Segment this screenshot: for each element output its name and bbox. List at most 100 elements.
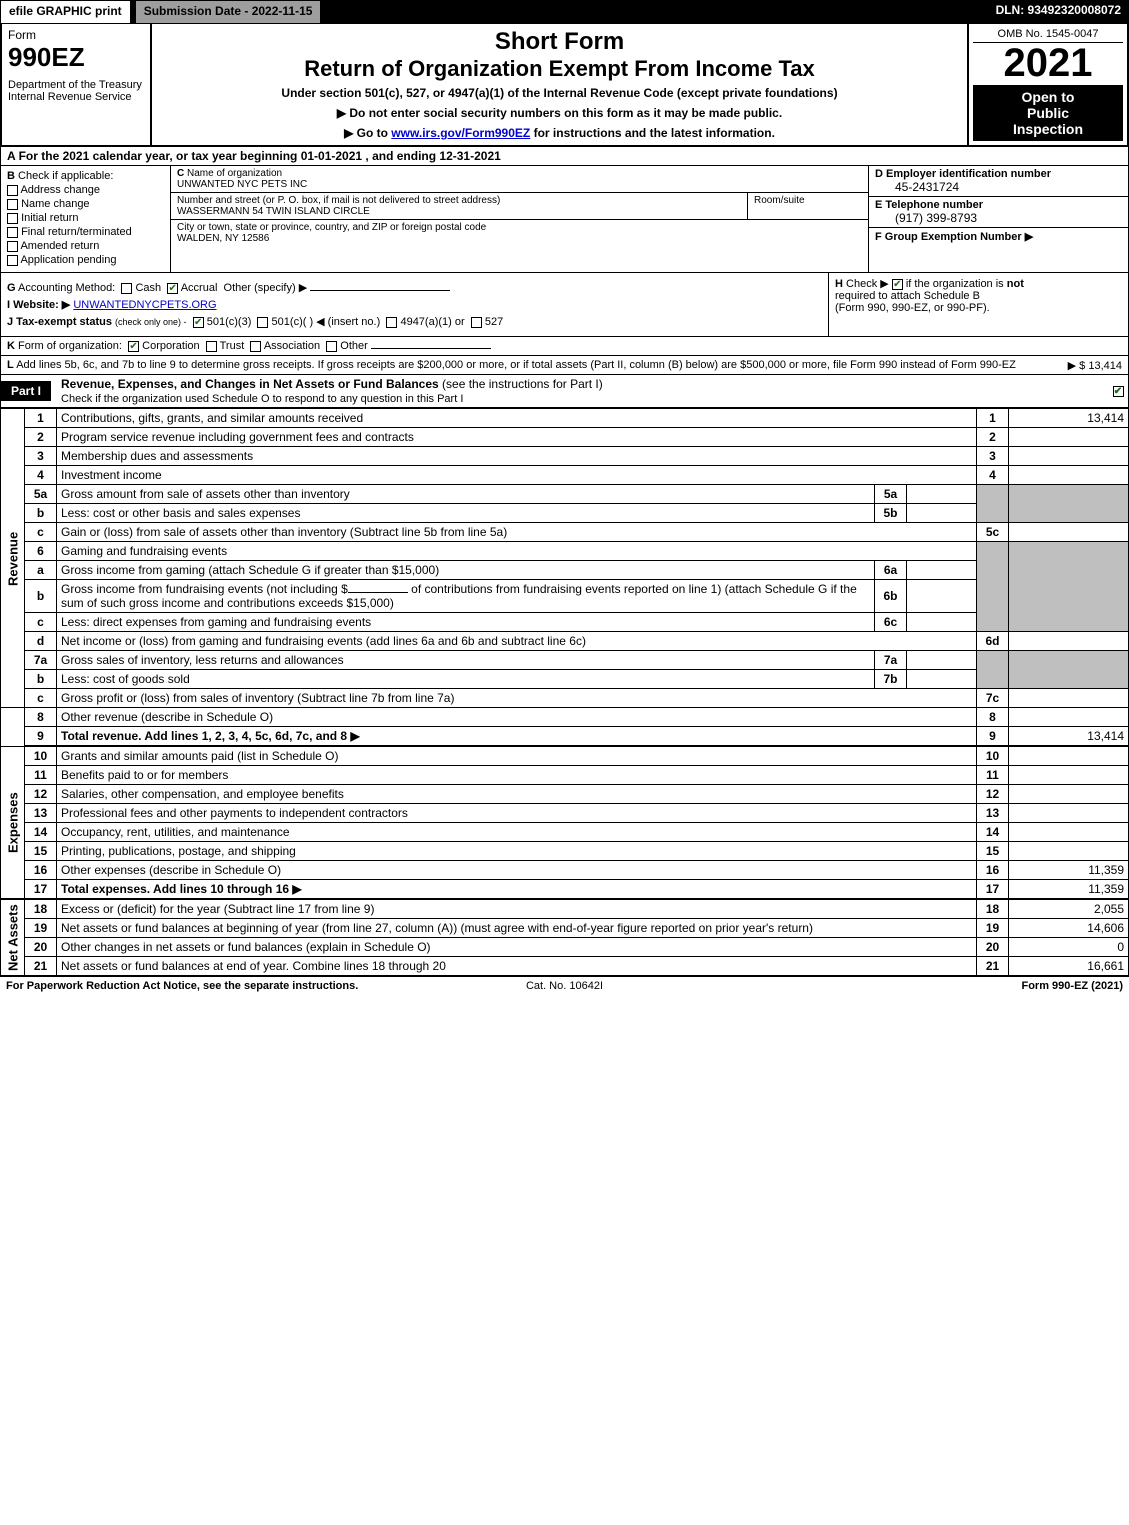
amended-return-checkbox[interactable] bbox=[7, 241, 18, 252]
corporation-checkbox[interactable] bbox=[128, 341, 139, 352]
footer-right-post: (2021) bbox=[1088, 980, 1123, 992]
accrual-label: Accrual bbox=[181, 282, 218, 294]
trust-checkbox[interactable] bbox=[206, 341, 217, 352]
501c3-checkbox[interactable] bbox=[193, 317, 204, 328]
line-21: 21 Net assets or fund balances at end of… bbox=[1, 957, 1129, 976]
l9-num: 9 bbox=[25, 727, 57, 746]
line-9: 9 Total revenue. Add lines 1, 2, 3, 4, 5… bbox=[1, 727, 1129, 746]
part1-schedo-checkbox[interactable] bbox=[1113, 386, 1124, 397]
l5c-num: c bbox=[25, 523, 57, 542]
l14-col: 14 bbox=[977, 823, 1009, 842]
row-a: A For the 2021 calendar year, or tax yea… bbox=[0, 147, 1129, 166]
l5ab-shaded-val bbox=[1009, 485, 1129, 523]
amended-return-label: Amended return bbox=[20, 240, 99, 252]
l8-num: 8 bbox=[25, 708, 57, 727]
l10-val bbox=[1009, 747, 1129, 766]
l1-num: 1 bbox=[25, 409, 57, 428]
l6a-sub: 6a bbox=[875, 561, 907, 580]
l7c-val bbox=[1009, 689, 1129, 708]
l21-num: 21 bbox=[25, 957, 57, 976]
l7ab-shaded bbox=[977, 651, 1009, 689]
line-5c: c Gain or (loss) from sale of assets oth… bbox=[1, 523, 1129, 542]
ein-value: 45-2431724 bbox=[875, 180, 1122, 194]
l17-desc: Total expenses. Add lines 10 through 16 bbox=[61, 882, 289, 896]
l7c-desc: Gross profit or (loss) from sales of inv… bbox=[61, 691, 454, 705]
l13-desc: Professional fees and other payments to … bbox=[61, 806, 408, 820]
l6-desc: Gaming and fundraising events bbox=[61, 544, 227, 558]
l-amount: ▶ $ 13,414 bbox=[1068, 359, 1122, 372]
efile-print-button[interactable]: efile GRAPHIC print bbox=[0, 0, 131, 24]
l13-col: 13 bbox=[977, 804, 1009, 823]
l19-val: 14,606 bbox=[1009, 919, 1129, 938]
l6b-amount-input[interactable] bbox=[348, 592, 408, 593]
l10-num: 10 bbox=[25, 747, 57, 766]
l12-desc: Salaries, other compensation, and employ… bbox=[61, 787, 344, 801]
form-header: Form 990EZ Department of the Treasury In… bbox=[0, 24, 1129, 147]
501c3-label: 501(c)(3) bbox=[207, 316, 252, 328]
l14-num: 14 bbox=[25, 823, 57, 842]
section-b-checkboxes: B Check if applicable: Address change Na… bbox=[1, 166, 171, 272]
l7a-desc: Gross sales of inventory, less returns a… bbox=[61, 653, 344, 667]
l3-col: 3 bbox=[977, 447, 1009, 466]
l14-val bbox=[1009, 823, 1129, 842]
l4-col: 4 bbox=[977, 466, 1009, 485]
l11-num: 11 bbox=[25, 766, 57, 785]
l4-desc: Investment income bbox=[61, 468, 162, 482]
l12-num: 12 bbox=[25, 785, 57, 804]
submission-date-button[interactable]: Submission Date - 2022-11-15 bbox=[135, 0, 322, 24]
h-checkbox[interactable] bbox=[892, 279, 903, 290]
final-return-checkbox[interactable] bbox=[7, 227, 18, 238]
l7ab-shaded-val bbox=[1009, 651, 1129, 689]
initial-return-checkbox[interactable] bbox=[7, 213, 18, 224]
line-2: 2 Program service revenue including gove… bbox=[1, 428, 1129, 447]
other-org-label: Other bbox=[340, 340, 368, 352]
line-17: 17 Total expenses. Add lines 10 through … bbox=[1, 880, 1129, 899]
l5b-sub: 5b bbox=[875, 504, 907, 523]
l17-val: 11,359 bbox=[1009, 880, 1129, 899]
l5c-desc: Gain or (loss) from sale of assets other… bbox=[61, 525, 507, 539]
website-link[interactable]: UNWANTEDNYCPETS.ORG bbox=[73, 299, 216, 311]
other-org-checkbox[interactable] bbox=[326, 341, 337, 352]
l18-num: 18 bbox=[25, 900, 57, 919]
501c-checkbox[interactable] bbox=[257, 317, 268, 328]
l3-val bbox=[1009, 447, 1129, 466]
line-19: 19 Net assets or fund balances at beginn… bbox=[1, 919, 1129, 938]
l11-val bbox=[1009, 766, 1129, 785]
4947-checkbox[interactable] bbox=[386, 317, 397, 328]
form-number: 990EZ bbox=[8, 42, 144, 73]
527-checkbox[interactable] bbox=[471, 317, 482, 328]
irs-link[interactable]: www.irs.gov/Form990EZ bbox=[391, 126, 530, 140]
l5b-subval bbox=[907, 504, 977, 523]
other-specify-input[interactable] bbox=[310, 290, 450, 291]
inspection-line3: Inspection bbox=[977, 121, 1119, 137]
app-pending-checkbox[interactable] bbox=[7, 255, 18, 266]
l16-num: 16 bbox=[25, 861, 57, 880]
cash-checkbox[interactable] bbox=[121, 283, 132, 294]
city-value: WALDEN, NY 12586 bbox=[177, 233, 269, 244]
top-bar: efile GRAPHIC print Submission Date - 20… bbox=[0, 0, 1129, 24]
e-tel-label: E Telephone number bbox=[875, 199, 983, 211]
line-12: 12 Salaries, other compensation, and emp… bbox=[1, 785, 1129, 804]
section-bcdef: B Check if applicable: Address change Na… bbox=[0, 166, 1129, 273]
line-20: 20 Other changes in net assets or fund b… bbox=[1, 938, 1129, 957]
top-bar-spacer bbox=[321, 0, 987, 24]
address-change-checkbox[interactable] bbox=[7, 185, 18, 196]
l5a-desc: Gross amount from sale of assets other t… bbox=[61, 487, 350, 501]
other-org-input[interactable] bbox=[371, 348, 491, 349]
dln-label: DLN: 93492320008072 bbox=[988, 0, 1129, 24]
line-5a: 5a Gross amount from sale of assets othe… bbox=[1, 485, 1129, 504]
inspection-line2: Public bbox=[977, 105, 1119, 121]
l21-desc: Net assets or fund balances at end of ye… bbox=[61, 959, 446, 973]
under-section-text: Under section 501(c), 527, or 4947(a)(1)… bbox=[158, 86, 961, 100]
h-not: not bbox=[1007, 278, 1024, 290]
f-group-label: F Group Exemption Number ▶ bbox=[875, 231, 1033, 243]
l17-col: 17 bbox=[977, 880, 1009, 899]
4947-label: 4947(a)(1) or bbox=[400, 316, 464, 328]
l6a-desc: Gross income from gaming (attach Schedul… bbox=[61, 563, 439, 577]
association-checkbox[interactable] bbox=[250, 341, 261, 352]
line-8: 8 Other revenue (describe in Schedule O)… bbox=[1, 708, 1129, 727]
name-change-checkbox[interactable] bbox=[7, 199, 18, 210]
l3-num: 3 bbox=[25, 447, 57, 466]
accrual-checkbox[interactable] bbox=[167, 283, 178, 294]
line-6b: b Gross income from fundraising events (… bbox=[1, 580, 1129, 613]
